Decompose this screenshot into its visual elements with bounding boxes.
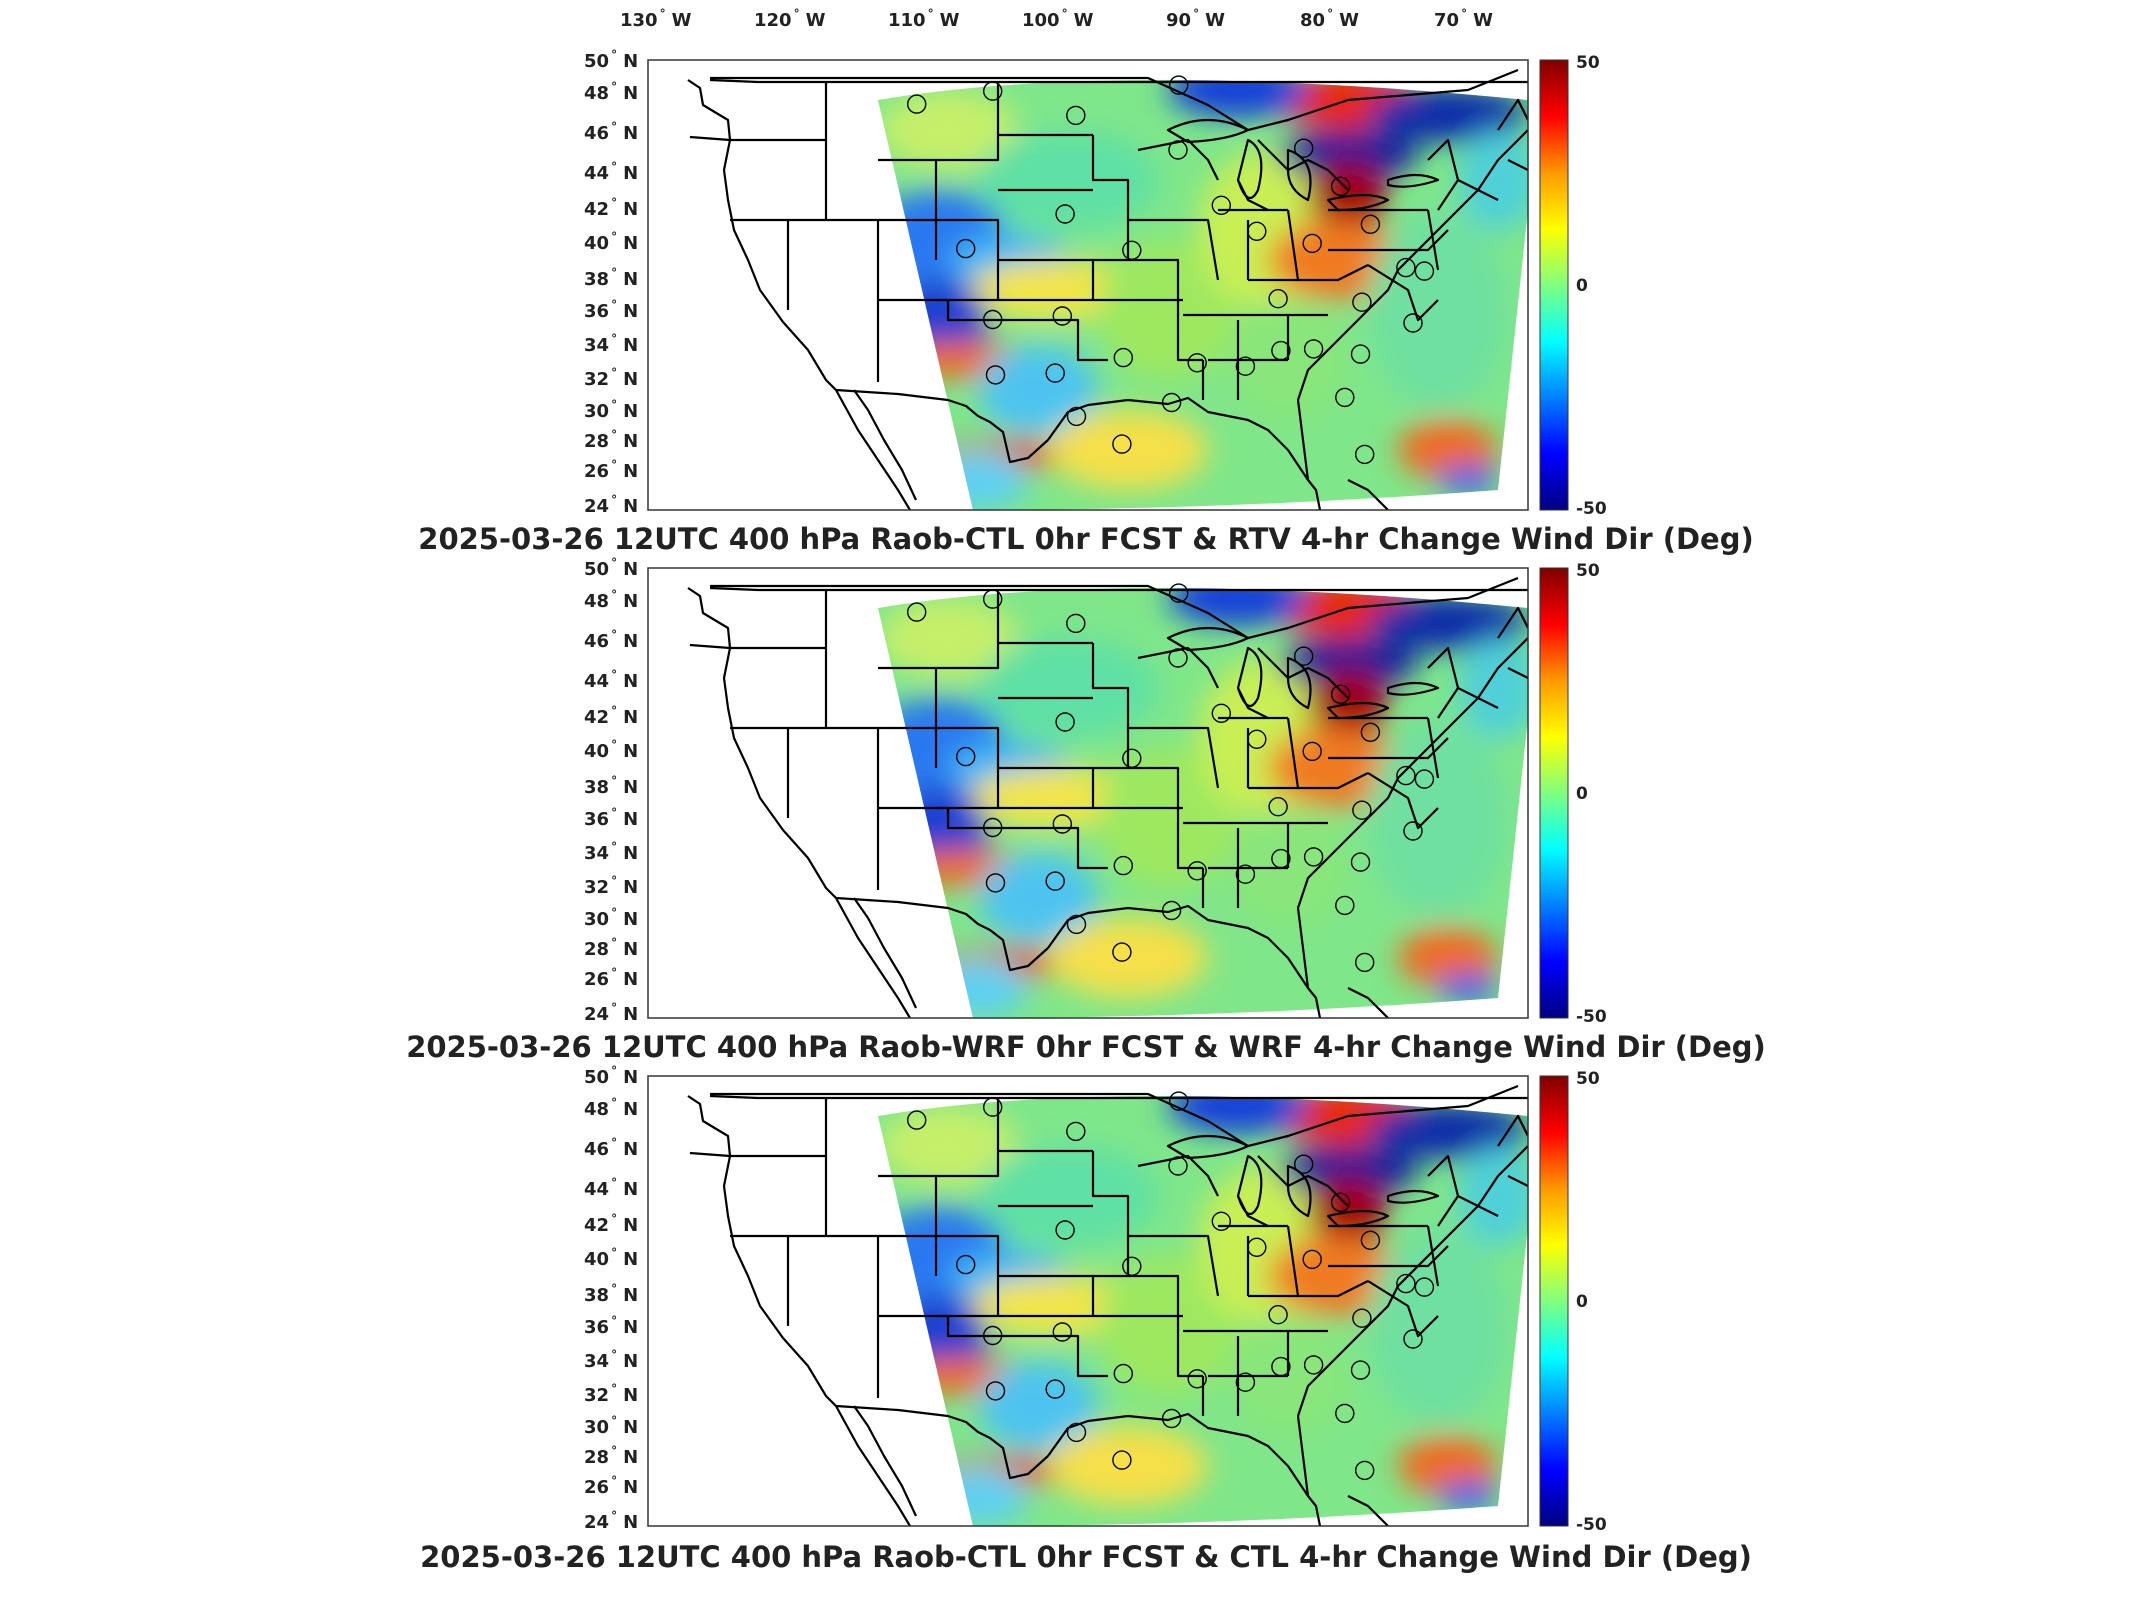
latitude-label: 26 ° N	[584, 1474, 638, 1498]
longitude-label: 130 ° W	[620, 7, 692, 31]
latitude-label: 32 ° N	[584, 874, 638, 898]
latitude-label: 46 ° N	[584, 120, 638, 144]
latitude-label: 28 ° N	[584, 428, 638, 452]
latitude-label: 30 ° N	[584, 398, 638, 422]
latitude-axis-labels: 50 ° N 48 ° N 46 ° N 44 ° N 42 ° N 40 ° N 38 ° N 36 ° N 34 ° N 32 ° N…	[584, 556, 638, 1025]
latitude-label: 26 ° N	[584, 966, 638, 990]
latitude-label: 42 ° N	[584, 1212, 638, 1236]
panel-title: 2025-03-26 12UTC 400 hPa Raob-WRF 0hr FC…	[406, 1030, 1766, 1064]
latitude-label: 46 ° N	[584, 1136, 638, 1160]
colorbar-tick-label: 50	[1576, 53, 1600, 73]
latitude-label: 36 ° N	[584, 806, 638, 830]
panel-title: 2025-03-26 12UTC 400 hPa Raob-CTL 0hr FC…	[420, 1540, 1752, 1574]
latitude-label: 34 ° N	[584, 332, 638, 356]
latitude-label: 38 ° N	[584, 1282, 638, 1306]
latitude-label: 48 ° N	[584, 1096, 638, 1120]
latitude-label: 40 ° N	[584, 738, 638, 762]
latitude-label: 36 ° N	[584, 298, 638, 322]
colorbar-tick-label: -50	[1576, 499, 1607, 519]
latitude-label: 28 ° N	[584, 1444, 638, 1468]
latitude-label: 38 ° N	[584, 774, 638, 798]
latitude-label: 26 ° N	[584, 458, 638, 482]
colorbar-tick-label: 50	[1576, 561, 1600, 581]
colorbar: 50 0 -50	[1539, 561, 1607, 1027]
latitude-label: 44 ° N	[584, 160, 638, 184]
latitude-label: 24 ° N	[584, 493, 638, 517]
map-panel-2: 50 ° N 48 ° N 46 ° N 44 ° N 42 ° N 40 ° N 38 ° N 36 ° N 34 ° N 32 ° N…	[406, 556, 1766, 1064]
latitude-label: 30 ° N	[584, 1414, 638, 1438]
latitude-label: 44 ° N	[584, 1176, 638, 1200]
latitude-label: 48 ° N	[584, 588, 638, 612]
latitude-axis-labels: 50 ° N 48 ° N 46 ° N 44 ° N 42 ° N 40 ° N 38 ° N 36 ° N 34 ° N 32 ° N…	[584, 48, 638, 517]
latitude-label: 42 ° N	[584, 196, 638, 220]
latitude-label: 40 ° N	[584, 230, 638, 254]
longitude-label: 80 ° W	[1300, 7, 1359, 31]
latitude-label: 50 ° N	[584, 1064, 638, 1088]
latitude-axis-labels: 50 ° N 48 ° N 46 ° N 44 ° N 42 ° N 40 ° N 38 ° N 36 ° N 34 ° N 32 ° N…	[584, 1064, 638, 1533]
colorbar-tick-label: 0	[1576, 276, 1588, 296]
longitude-label: 70 ° W	[1434, 7, 1493, 31]
latitude-label: 24 ° N	[584, 1509, 638, 1533]
latitude-label: 36 ° N	[584, 1314, 638, 1338]
colorbar-tick-label: 0	[1576, 784, 1588, 804]
map-panel-3: 50 ° N 48 ° N 46 ° N 44 ° N 42 ° N 40 ° N 38 ° N 36 ° N 34 ° N 32 ° N…	[420, 1064, 1752, 1574]
latitude-label: 50 ° N	[584, 556, 638, 580]
latitude-label: 40 ° N	[584, 1246, 638, 1270]
latitude-label: 30 ° N	[584, 906, 638, 930]
latitude-label: 32 ° N	[584, 1382, 638, 1406]
longitude-label: 110 ° W	[888, 7, 960, 31]
latitude-label: 50 ° N	[584, 48, 638, 72]
colorbar: 50 0 -50	[1539, 53, 1607, 519]
colorbar-tick-label: 0	[1576, 1292, 1588, 1312]
longitude-label: 100 ° W	[1022, 7, 1094, 31]
latitude-label: 48 ° N	[584, 80, 638, 104]
colorbar: 50 0 -50	[1539, 1069, 1607, 1535]
latitude-label: 44 ° N	[584, 668, 638, 692]
panel-title: 2025-03-26 12UTC 400 hPa Raob-CTL 0hr FC…	[418, 522, 1753, 556]
latitude-label: 28 ° N	[584, 936, 638, 960]
colorbar-tick-label: 50	[1576, 1069, 1600, 1089]
map-panel-1: 50 ° N 48 ° N 46 ° N 44 ° N 42 ° N 40 ° N 38 ° N 36 ° N 34 ° N 32 ° N…	[418, 48, 1753, 556]
longitude-axis-labels: 130 ° W 120 ° W 110 ° W 100 ° W 90 ° W 80 ° W 70 ° W	[620, 7, 1493, 31]
longitude-label: 90 ° W	[1166, 7, 1225, 31]
latitude-label: 24 ° N	[584, 1001, 638, 1025]
latitude-label: 46 ° N	[584, 628, 638, 652]
colorbar-tick-label: -50	[1576, 1007, 1607, 1027]
latitude-label: 42 ° N	[584, 704, 638, 728]
latitude-label: 38 ° N	[584, 266, 638, 290]
latitude-label: 34 ° N	[584, 840, 638, 864]
longitude-label: 120 ° W	[754, 7, 826, 31]
latitude-label: 32 ° N	[584, 366, 638, 390]
colorbar-tick-label: -50	[1576, 1515, 1607, 1535]
latitude-label: 34 ° N	[584, 1348, 638, 1372]
